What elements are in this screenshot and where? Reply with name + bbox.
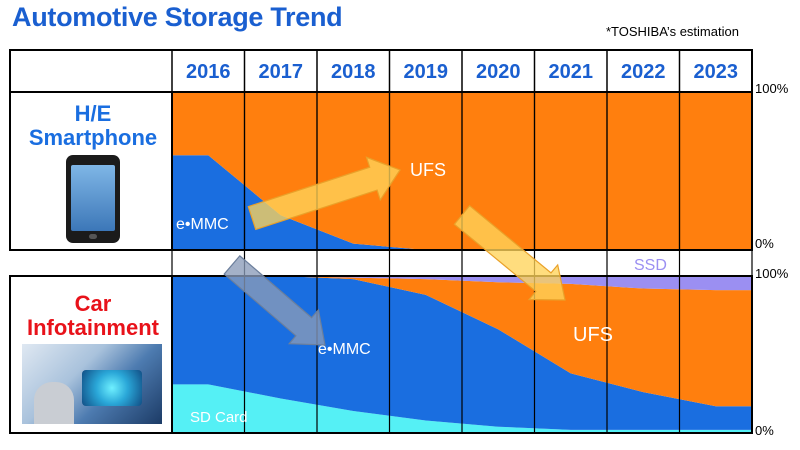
- year-label-2022: 2022: [621, 61, 666, 83]
- row-label-line2: Smartphone: [28, 125, 158, 150]
- label-ssd: SSD: [634, 257, 667, 274]
- migration-arrow-emmc-to-infotainment: [223, 255, 326, 346]
- label-ufs-smartphone: UFS: [410, 160, 446, 180]
- smartphone-area-emmc: [172, 155, 752, 250]
- estimation-note: *TOSHIBA’s estimation: [606, 24, 739, 39]
- car-dashboard-icon: [22, 344, 162, 424]
- smartphone-icon: [66, 155, 120, 243]
- row-label-infotainment: Car Infotainment: [14, 292, 172, 340]
- year-label-2017: 2017: [259, 61, 304, 83]
- bottom-chart-100-label: 100%: [755, 266, 789, 281]
- migration-arrow-ufs-to-infotainment: [453, 204, 566, 301]
- row-label-line2: Infotainment: [27, 315, 159, 340]
- dashboard-screen: [82, 370, 142, 406]
- phone-screen: [71, 165, 115, 231]
- label-sd-card: SD Card: [190, 409, 248, 426]
- row-label-line1: Car: [74, 291, 112, 316]
- year-label-2019: 2019: [404, 61, 449, 83]
- year-label-2018: 2018: [331, 61, 376, 83]
- year-label-2020: 2020: [476, 61, 521, 83]
- row-label-smartphone: H/E Smartphone: [14, 102, 172, 150]
- top-chart-100-label: 100%: [755, 81, 789, 96]
- bottom-chart-0-label: 0%: [755, 423, 774, 438]
- year-label-2016: 2016: [186, 61, 231, 83]
- infotainment-plot-frame: [171, 275, 753, 434]
- top-chart-0-label: 0%: [755, 236, 774, 251]
- phone-home-button: [89, 234, 97, 239]
- driver-shape: [34, 382, 74, 424]
- label-emmc-infotainment: e•MMC: [318, 341, 371, 358]
- chart-title: Automotive Storage Trend: [12, 2, 343, 32]
- migration-arrow-emmc-to-ufs: [247, 156, 401, 231]
- row-label-line1: H/E: [74, 101, 112, 126]
- year-label-2021: 2021: [549, 61, 594, 83]
- header-row-frame: [9, 49, 753, 93]
- year-label-2023: 2023: [694, 61, 739, 83]
- label-emmc-smartphone: e•MMC: [176, 216, 229, 233]
- label-ufs-infotainment: UFS: [573, 324, 613, 346]
